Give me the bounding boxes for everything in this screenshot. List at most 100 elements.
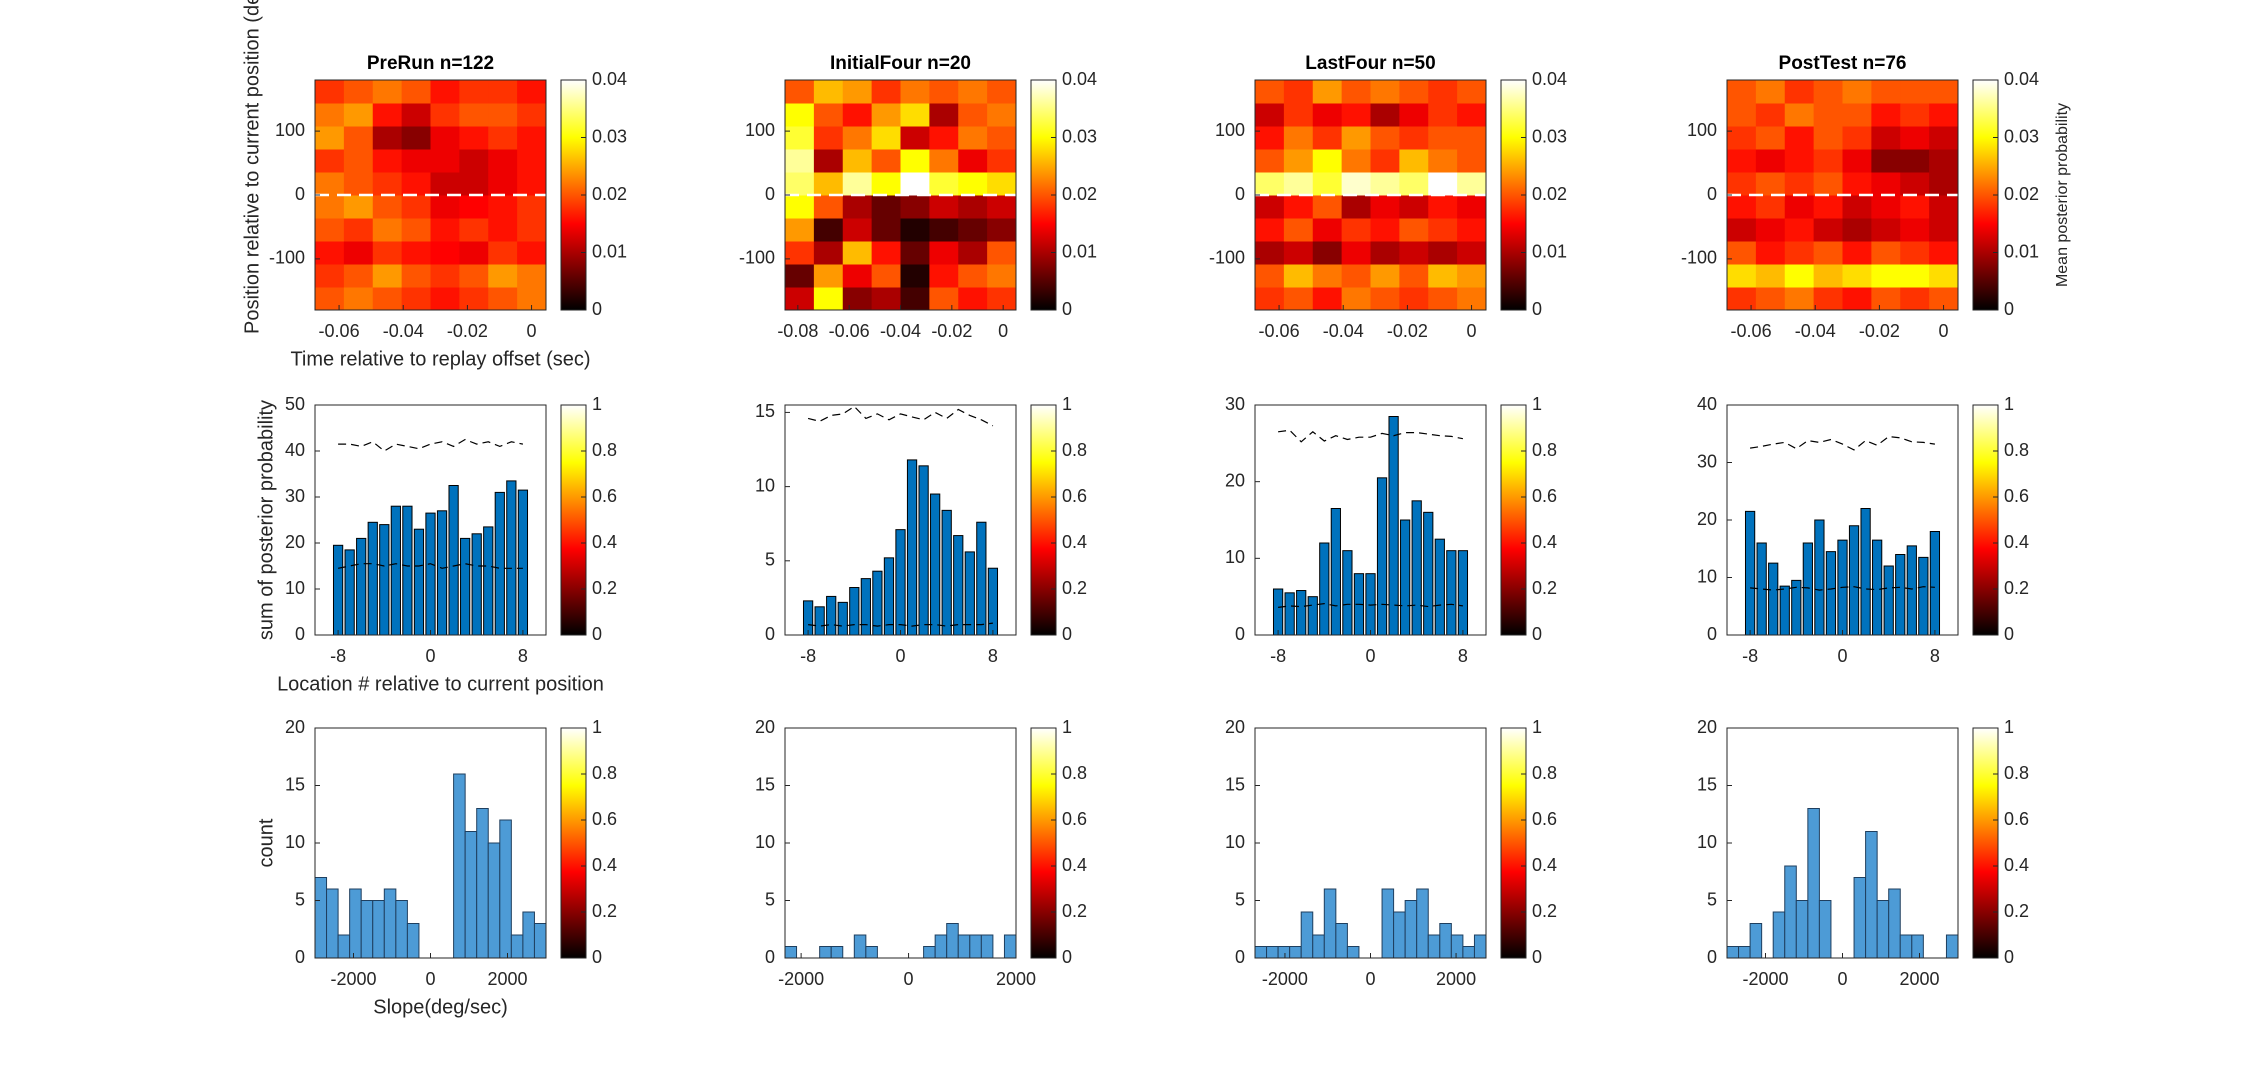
heatmap-cell xyxy=(1813,287,1843,311)
heatmap-cell xyxy=(1457,287,1487,311)
colorbar-tick-label: 0.6 xyxy=(592,809,617,829)
x-tick-label: 0 xyxy=(895,646,905,666)
y-tick-label: 0 xyxy=(295,947,305,967)
heatmap-cell xyxy=(1813,149,1843,173)
heatmap-cell xyxy=(842,195,873,219)
x-tick-label: -2000 xyxy=(1742,969,1788,989)
heatmap-cell xyxy=(1813,103,1843,127)
heatmap-cell xyxy=(987,218,1017,242)
heatmap-cell xyxy=(785,264,815,288)
x-tick-label: -8 xyxy=(1742,646,1758,666)
heatmap-cell xyxy=(430,241,460,265)
histogram-bar xyxy=(957,934,971,959)
heatmap-cell xyxy=(842,103,873,127)
chart-title: LastFour n=50 xyxy=(1305,53,1435,74)
heatmap-cell xyxy=(1929,103,1959,127)
histogram-bar xyxy=(1945,934,1959,959)
histogram-bar xyxy=(1888,888,1901,959)
heatmap-cell xyxy=(1813,195,1843,219)
histogram-bar xyxy=(1450,934,1464,959)
histogram-bar xyxy=(1462,946,1475,959)
heatmap-cell xyxy=(401,195,431,219)
heatmap-cell xyxy=(1784,264,1815,288)
heatmap-cell xyxy=(958,172,988,196)
heatmap-cell xyxy=(1428,149,1458,173)
heatmap-cell xyxy=(430,172,460,196)
y-tick-label: 0 xyxy=(295,184,305,204)
heatmap-cell xyxy=(842,172,873,196)
colorbar-tick-label: 0 xyxy=(1532,299,1542,319)
heatmap-cell xyxy=(813,149,844,173)
heatmap-cell xyxy=(1842,172,1872,196)
x-tick-label: 0 xyxy=(1837,646,1847,666)
x-tick-label: -8 xyxy=(1270,646,1286,666)
heatmap-cell xyxy=(1755,172,1786,196)
heatmap-cell xyxy=(1727,287,1757,311)
colorbar-tick-label: 0 xyxy=(2004,947,2014,967)
heatmap-cell xyxy=(517,241,547,265)
axes-background xyxy=(1727,728,1958,958)
x-tick-label: 0 xyxy=(1939,321,1949,341)
bar xyxy=(1848,525,1860,636)
heatmap-cell xyxy=(430,103,460,127)
heatmap-cell xyxy=(1900,126,1930,150)
colorbar-tick-label: 1 xyxy=(1532,394,1542,414)
subplot: -0.06 -0.04 -0.02 0 -100 0 100 0 0.01 0.02 0.03 0.0… xyxy=(1209,53,1567,341)
heatmap-cell xyxy=(430,218,460,242)
x-tick-label: -0.02 xyxy=(447,321,488,341)
heatmap-cell xyxy=(488,264,518,288)
bar xyxy=(930,493,941,636)
bar xyxy=(1423,511,1434,636)
colorbar-tick-label: 0.8 xyxy=(2004,763,2029,783)
heatmap-cell xyxy=(1399,264,1429,288)
heatmap-cell xyxy=(1457,264,1487,288)
heatmap-cell xyxy=(1755,218,1786,242)
bar xyxy=(1388,416,1399,636)
colorbar-tick-label: 0.6 xyxy=(2004,486,2029,506)
x-tick-label: -2000 xyxy=(1262,969,1308,989)
heatmap-cell xyxy=(1900,218,1930,242)
colorbar-tick-label: 1 xyxy=(2004,394,2014,414)
heatmap-cell xyxy=(929,80,959,104)
heatmap-cell xyxy=(1312,80,1343,104)
heatmap-cell xyxy=(315,80,345,104)
y-axis-label: count xyxy=(255,818,277,867)
heatmap-cell xyxy=(1312,241,1343,265)
y-tick-label: 20 xyxy=(1225,717,1245,737)
subplot: -2000 0 2000 0 5 10 15 20 0 0.2 0.4 0.6 0.8 1 Slope(de… xyxy=(255,717,617,1019)
heatmap-cell xyxy=(1784,195,1815,219)
bar xyxy=(849,587,860,636)
subplot: -2000 0 2000 0 5 10 15 20 0 0.2 0.4 0.6 0.8 1 xyxy=(1225,717,1557,989)
bar xyxy=(1330,508,1341,636)
histogram-bar xyxy=(360,900,374,959)
heatmap-cell xyxy=(1255,80,1285,104)
histogram-bar xyxy=(1899,934,1913,959)
heatmap-cell xyxy=(1784,149,1815,173)
histogram-bar xyxy=(1003,934,1017,959)
heatmap-cell xyxy=(900,195,930,219)
colorbar-tick-label: 0.2 xyxy=(1532,901,1557,921)
bar xyxy=(1342,550,1353,636)
chart-title: PostTest n=76 xyxy=(1779,53,1907,74)
heatmap-cell xyxy=(1255,264,1285,288)
heatmap-cell xyxy=(488,149,518,173)
heatmap-cell xyxy=(1900,149,1930,173)
bar xyxy=(1779,585,1790,636)
heatmap-cell xyxy=(1900,264,1930,288)
heatmap-cell xyxy=(315,264,345,288)
bar xyxy=(390,505,401,636)
heatmap-cell xyxy=(1784,126,1815,150)
bar xyxy=(987,567,999,636)
heatmap-cell xyxy=(1755,241,1786,265)
y-tick-label: 50 xyxy=(285,394,305,414)
heatmap-cell xyxy=(1457,241,1487,265)
heatmap-cell xyxy=(1784,80,1815,104)
colorbar-tick-label: 0.03 xyxy=(1062,126,1097,146)
x-tick-label: 2000 xyxy=(487,969,527,989)
x-axis-label: Time relative to replay offset (sec) xyxy=(290,348,590,370)
x-tick-label: -0.06 xyxy=(319,321,360,341)
bar xyxy=(1814,519,1825,636)
bar xyxy=(1744,510,1756,636)
dashed-line xyxy=(807,405,994,427)
colorbar-tick-label: 0.4 xyxy=(1062,855,1087,875)
